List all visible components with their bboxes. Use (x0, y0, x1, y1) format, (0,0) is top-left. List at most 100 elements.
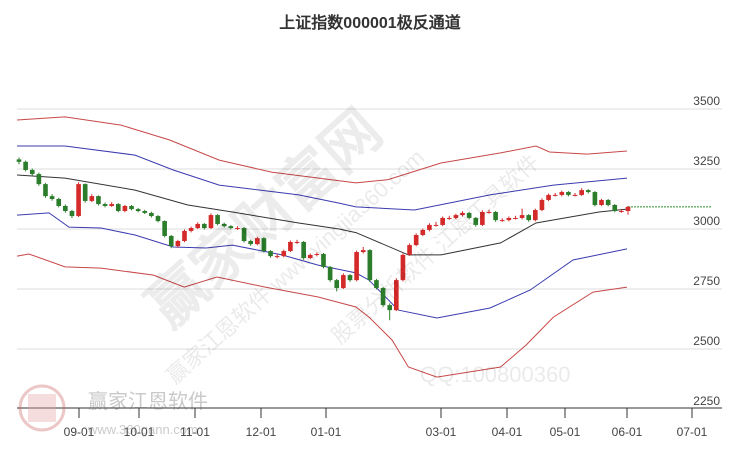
candle-body (56, 199, 62, 206)
candle-body (261, 238, 267, 252)
candle-body (413, 235, 419, 246)
x-tick-label: 03-01 (426, 425, 457, 439)
candle-body (221, 223, 227, 227)
candle-body (301, 241, 306, 259)
watermark-qq: QQ:100800360 (420, 362, 570, 387)
candle-body (433, 224, 439, 226)
candle-body (480, 211, 485, 225)
candle-body (446, 217, 452, 219)
candle-body (202, 223, 207, 229)
candle-body (228, 226, 234, 229)
gridlines (17, 108, 722, 350)
logo-name: 赢家江恩软件 (88, 390, 208, 413)
candle-body (572, 194, 578, 196)
x-tick-label: 09-01 (64, 425, 95, 439)
y-tick-label: 3250 (693, 154, 720, 168)
x-tick-label: 11-01 (180, 425, 210, 439)
candle-body (526, 215, 532, 221)
candle-body (513, 217, 518, 219)
candle-body (294, 241, 300, 243)
x-tick-label: 04-01 (492, 425, 523, 439)
band-upper-inner (17, 145, 628, 211)
candle-body (49, 196, 55, 199)
candle-body (149, 212, 154, 217)
candle-body (420, 229, 426, 235)
candle-body (334, 280, 340, 289)
logo-seal-inner (28, 394, 56, 422)
candle-body (288, 241, 293, 252)
candle-body (592, 192, 598, 205)
y-tick-label: 3000 (693, 214, 720, 228)
candle-body (605, 199, 611, 205)
y-tick-label: 2500 (693, 334, 720, 348)
candle-body (552, 194, 558, 196)
candle-body (274, 256, 280, 258)
candle-body (162, 221, 167, 236)
candle-body (241, 228, 247, 241)
watermark-software-2: 股票分析软件 江恩工具软件 (327, 149, 544, 348)
candle-body (235, 228, 240, 230)
candle-body (466, 212, 472, 218)
x-tick-label: 07-01 (677, 425, 708, 439)
candle-body (182, 230, 187, 241)
y-tick-label: 2250 (693, 394, 720, 408)
candle-body (625, 206, 631, 211)
candle-body (367, 250, 373, 281)
candle-body (327, 266, 333, 281)
candle-body (76, 184, 81, 217)
x-tick-label: 06-01 (612, 425, 643, 439)
candle-body (380, 288, 386, 306)
candle-body (36, 174, 42, 185)
candle-body (215, 215, 220, 224)
candle-body (195, 223, 201, 229)
candle-body (341, 275, 346, 289)
candle-body (473, 217, 479, 225)
x-axis: 09-01 10-01 11-01 12-01 01-01 03-01 04-01 05-01… (17, 407, 722, 439)
candle-body (102, 204, 108, 206)
candle-body (314, 253, 320, 255)
y-tick-label: 2750 (693, 274, 720, 288)
candle-body (460, 212, 465, 216)
candle-body (254, 238, 260, 245)
x-tick-label: 10-01 (124, 425, 155, 439)
candle-body (486, 211, 492, 213)
candle-body (566, 192, 571, 195)
candle-body (612, 205, 618, 211)
candle-body (168, 235, 174, 247)
y-tick-label: 3500 (693, 94, 720, 108)
candle-body (109, 204, 114, 206)
candle-body (387, 305, 393, 311)
candle-body (499, 220, 505, 222)
candle-body (374, 280, 379, 289)
candle-body (175, 241, 181, 247)
candle-body (519, 215, 525, 218)
candle-body (559, 192, 565, 195)
candle-body (533, 210, 538, 221)
candle-body (307, 254, 313, 259)
candle-body (440, 217, 445, 225)
candle-body (208, 215, 214, 229)
candle-body (281, 251, 287, 257)
candle-body (546, 194, 551, 200)
candle-body (43, 184, 48, 197)
candle-body (16, 159, 22, 162)
candle-body (96, 196, 101, 205)
candle-body (135, 209, 141, 211)
logo-seal (18, 384, 66, 432)
candle-body (360, 250, 366, 253)
candle-body (427, 224, 432, 230)
candle-body (115, 204, 121, 211)
candle-body (188, 228, 194, 231)
x-tick-label: 12-01 (246, 425, 277, 439)
candle-body (82, 184, 88, 201)
logo: 赢家江恩软件 www.360gann.com (18, 384, 208, 437)
candle-body (63, 205, 68, 211)
candle-body (23, 161, 28, 170)
candle-body (599, 199, 604, 205)
candle-body (539, 199, 545, 211)
candle-body (122, 205, 128, 211)
candle-body (354, 252, 359, 281)
candle-body (493, 211, 498, 221)
chart-title: 上证指数000001极反通道 (279, 13, 460, 32)
band-lower-outer (16, 253, 628, 378)
